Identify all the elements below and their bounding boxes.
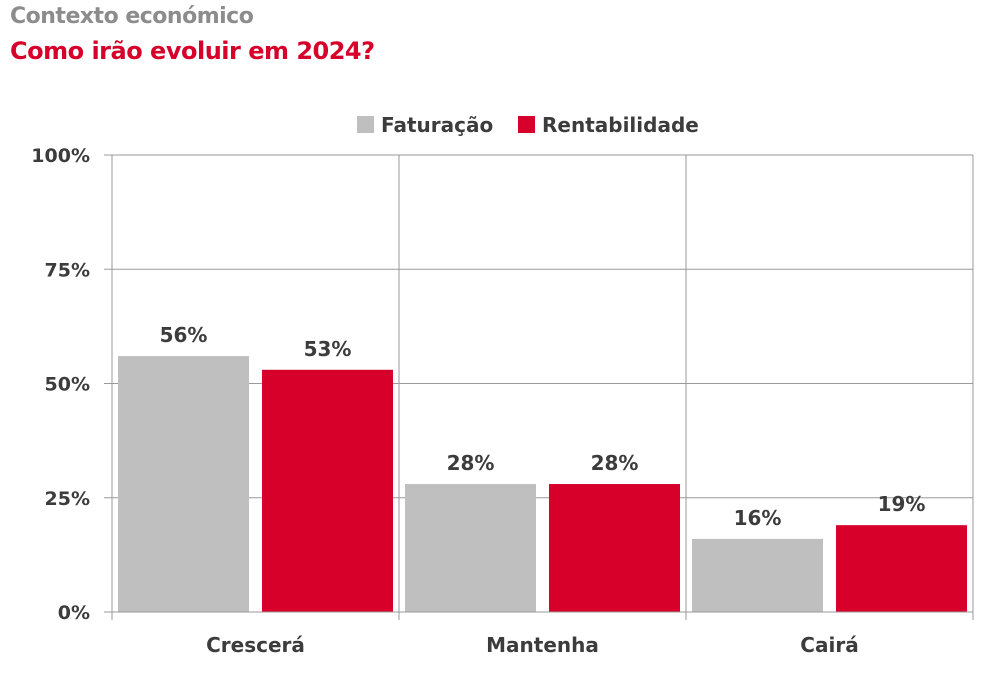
legend-label: Rentabilidade — [542, 113, 699, 137]
bar-faturacao — [405, 484, 536, 612]
bars — [118, 356, 967, 612]
bar-rentabilidade — [549, 484, 680, 612]
y-axis: 0% 25% 50% 75% 100% — [31, 145, 112, 624]
x-category-label: Crescerá — [206, 633, 305, 657]
bar-rentabilidade — [262, 369, 393, 612]
chart-suptitle: Contexto económico — [10, 4, 254, 29]
data-labels: 56% 53% 28% 28% 16% 19% — [160, 323, 926, 530]
data-label: 19% — [878, 492, 926, 516]
legend: Faturação Rentabilidade — [357, 113, 699, 137]
data-label: 28% — [447, 451, 495, 475]
y-tick-label: 25% — [45, 488, 90, 510]
x-category-label: Mantenha — [486, 633, 599, 657]
bar-rentabilidade — [836, 525, 967, 612]
x-category-label: Cairá — [800, 633, 858, 657]
y-tick-label: 0% — [58, 602, 90, 624]
data-label: 56% — [160, 323, 208, 347]
bar-faturacao — [118, 356, 249, 612]
x-axis: Crescerá Mantenha Cairá — [112, 611, 973, 657]
y-tick-label: 75% — [45, 259, 90, 281]
legend-swatch — [518, 116, 535, 133]
legend-swatch — [357, 116, 374, 133]
y-tick-label: 50% — [45, 374, 90, 396]
legend-label: Faturação — [381, 113, 493, 137]
data-label: 28% — [591, 451, 639, 475]
y-tick-label: 100% — [31, 145, 90, 167]
data-label: 16% — [734, 506, 782, 530]
data-label: 53% — [304, 337, 352, 361]
bar-faturacao — [692, 538, 823, 612]
chart-title: Como irão evoluir em 2024? — [10, 37, 375, 65]
